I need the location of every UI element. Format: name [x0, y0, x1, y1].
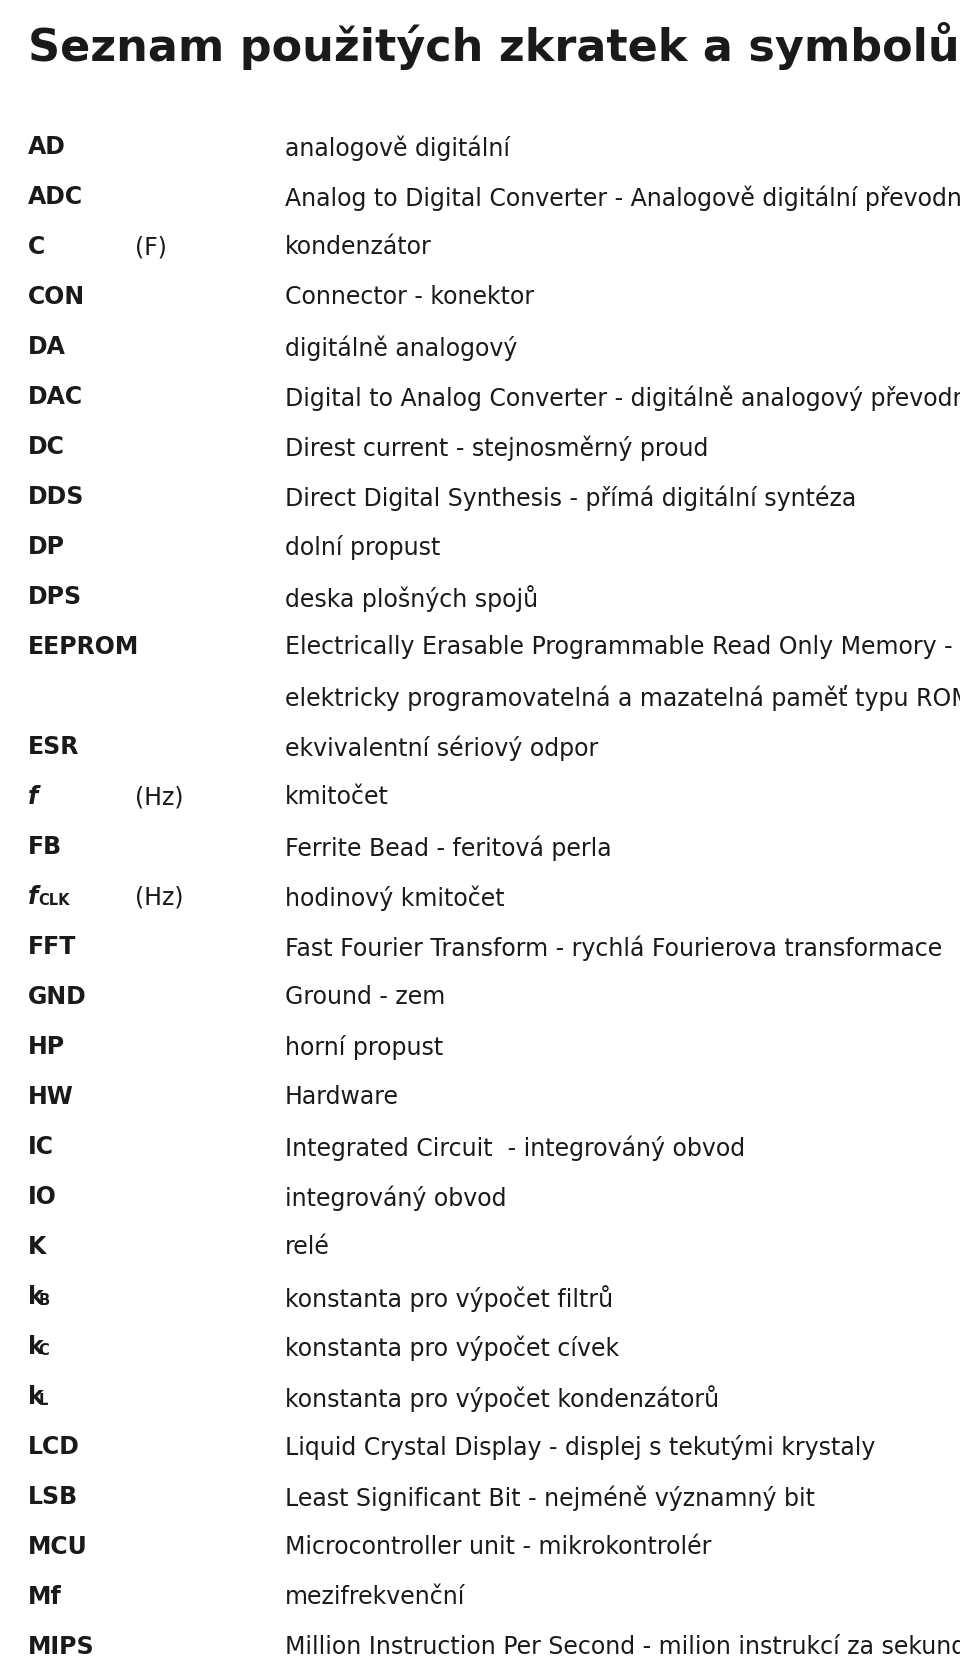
Text: Direst current - stejnosměrný proud: Direst current - stejnosměrný proud — [285, 435, 708, 460]
Text: MIPS: MIPS — [28, 1635, 95, 1659]
Text: elektricky programovatelná a mazatelná paměť typu ROM: elektricky programovatelná a mazatelná p… — [285, 685, 960, 712]
Text: Liquid Crystal Display - displej s tekutými krystaly: Liquid Crystal Display - displej s tekut… — [285, 1435, 876, 1460]
Text: horní propust: horní propust — [285, 1035, 444, 1060]
Text: DAC: DAC — [28, 385, 84, 408]
Text: B: B — [38, 1294, 50, 1309]
Text: k: k — [28, 1335, 44, 1359]
Text: C: C — [38, 1344, 49, 1359]
Text: CON: CON — [28, 285, 85, 308]
Text: Ferrite Bead - feritová perla: Ferrite Bead - feritová perla — [285, 835, 612, 860]
Text: Digital to Analog Converter - digitálně analogový převodník: Digital to Analog Converter - digitálně … — [285, 385, 960, 410]
Text: konstanta pro výpočet cívek: konstanta pro výpočet cívek — [285, 1335, 619, 1360]
Text: IO: IO — [28, 1185, 57, 1209]
Text: Least Significant Bit - nejméně významný bit: Least Significant Bit - nejméně významný… — [285, 1485, 815, 1510]
Text: Ground - zem: Ground - zem — [285, 985, 445, 1009]
Text: CLK: CLK — [38, 894, 70, 909]
Text: ADC: ADC — [28, 185, 84, 208]
Text: f: f — [28, 785, 38, 808]
Text: Integrated Circuit  - integrováný obvod: Integrated Circuit - integrováný obvod — [285, 1135, 745, 1160]
Text: konstanta pro výpočet filtrů: konstanta pro výpočet filtrů — [285, 1285, 613, 1312]
Text: analogově digitální: analogově digitální — [285, 135, 510, 160]
Text: DPS: DPS — [28, 585, 83, 608]
Text: Hardware: Hardware — [285, 1085, 399, 1109]
Text: L: L — [38, 1394, 48, 1409]
Text: K: K — [28, 1235, 46, 1259]
Text: relé: relé — [285, 1235, 330, 1259]
Text: IC: IC — [28, 1135, 54, 1159]
Text: HP: HP — [28, 1035, 65, 1059]
Text: k: k — [28, 1285, 44, 1309]
Text: LCD: LCD — [28, 1435, 80, 1459]
Text: f: f — [28, 885, 38, 909]
Text: Direct Digital Synthesis - přímá digitální syntéza: Direct Digital Synthesis - přímá digitál… — [285, 485, 856, 510]
Text: Electrically Erasable Programmable Read Only Memory -: Electrically Erasable Programmable Read … — [285, 635, 952, 658]
Text: kondenzátor: kondenzátor — [285, 235, 432, 258]
Text: MCU: MCU — [28, 1535, 87, 1559]
Text: EEPROM: EEPROM — [28, 635, 139, 658]
Text: k: k — [28, 1385, 44, 1409]
Text: HW: HW — [28, 1085, 74, 1109]
Text: dolní propust: dolní propust — [285, 535, 441, 560]
Text: DDS: DDS — [28, 485, 84, 508]
Text: digitálně analogový: digitálně analogový — [285, 335, 517, 360]
Text: Fast Fourier Transform - rychlá Fourierova transformace: Fast Fourier Transform - rychlá Fouriero… — [285, 935, 943, 960]
Text: Million Instruction Per Second - milion instrukcí za sekundu: Million Instruction Per Second - milion … — [285, 1635, 960, 1659]
Text: konstanta pro výpočet kondenzátorů: konstanta pro výpočet kondenzátorů — [285, 1385, 719, 1412]
Text: hodinový kmitočet: hodinový kmitočet — [285, 885, 505, 910]
Text: FFT: FFT — [28, 935, 77, 959]
Text: (Hz): (Hz) — [135, 885, 183, 909]
Text: Analog to Digital Converter - Analogově digitální převodník: Analog to Digital Converter - Analogově … — [285, 185, 960, 210]
Text: integrováný obvod: integrováný obvod — [285, 1185, 507, 1210]
Text: Mf: Mf — [28, 1585, 61, 1609]
Text: C: C — [28, 235, 45, 258]
Text: Seznam použitých zkratek a symbolů: Seznam použitých zkratek a symbolů — [28, 22, 960, 70]
Text: Connector - konektor: Connector - konektor — [285, 285, 534, 308]
Text: deska plošných spojů: deska plošných spojů — [285, 585, 539, 612]
Text: DA: DA — [28, 335, 66, 358]
Text: FB: FB — [28, 835, 62, 859]
Text: (Hz): (Hz) — [135, 785, 183, 808]
Text: AD: AD — [28, 135, 66, 158]
Text: (F): (F) — [135, 235, 167, 258]
Text: mezifrekvenční: mezifrekvenční — [285, 1585, 466, 1609]
Text: DC: DC — [28, 435, 65, 458]
Text: Microcontroller unit - mikrokontrolér: Microcontroller unit - mikrokontrolér — [285, 1535, 711, 1559]
Text: DP: DP — [28, 535, 65, 558]
Text: GND: GND — [28, 985, 86, 1009]
Text: kmitočet: kmitočet — [285, 785, 389, 808]
Text: ESR: ESR — [28, 735, 80, 758]
Text: LSB: LSB — [28, 1485, 78, 1509]
Text: ekvivalentní sériový odpor: ekvivalentní sériový odpor — [285, 735, 598, 760]
